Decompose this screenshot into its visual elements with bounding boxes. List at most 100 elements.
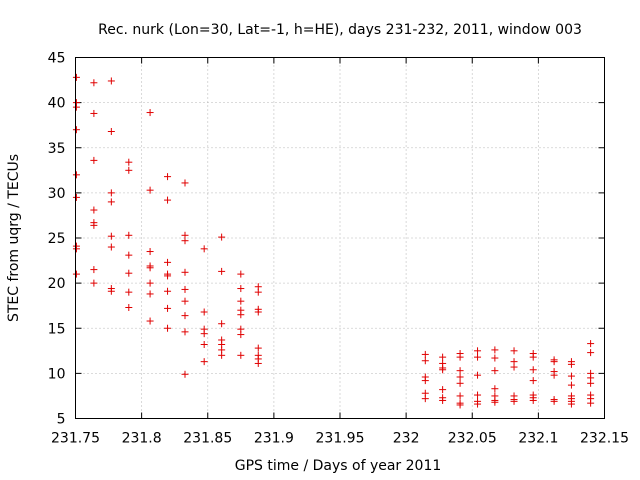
data-point	[237, 270, 245, 278]
data-point	[456, 392, 464, 400]
data-point	[218, 233, 226, 241]
y-axis-label: STEC from uqrg / TECUs	[6, 154, 22, 322]
data-point	[550, 397, 558, 405]
data-point	[456, 373, 464, 381]
data-point	[146, 317, 154, 325]
data-point	[90, 221, 98, 229]
y-tick-label: 30	[48, 186, 66, 202]
data-point	[107, 128, 115, 136]
data-point	[456, 379, 464, 387]
data-point	[529, 396, 537, 404]
data-point	[72, 171, 80, 179]
data-point	[510, 363, 518, 371]
data-point	[125, 166, 133, 174]
data-point	[200, 358, 208, 366]
x-tick-label: 232.1	[518, 431, 558, 447]
data-point	[237, 351, 245, 359]
data-point	[474, 371, 482, 379]
data-point	[218, 320, 226, 328]
data-point	[567, 400, 575, 408]
data-point	[474, 347, 482, 355]
data-point	[550, 371, 558, 379]
data-point	[90, 79, 98, 87]
data-point	[491, 346, 499, 354]
data-point	[181, 312, 189, 320]
data-point	[125, 303, 133, 311]
data-point	[456, 367, 464, 375]
data-point	[587, 399, 595, 407]
data-point	[456, 353, 464, 361]
data-point	[200, 245, 208, 253]
data-point	[491, 367, 499, 375]
data-point	[587, 379, 595, 387]
plot-frame	[75, 57, 605, 419]
data-point	[567, 372, 575, 380]
data-point	[254, 288, 262, 296]
data-point	[164, 258, 172, 266]
data-point	[529, 377, 537, 385]
data-point	[181, 237, 189, 245]
data-point	[164, 304, 172, 312]
x-tick-label: 232.05	[448, 431, 497, 447]
data-point	[491, 398, 499, 406]
data-point	[146, 290, 154, 298]
data-point	[237, 297, 245, 305]
data-point	[181, 297, 189, 305]
data-point	[181, 268, 189, 276]
data-point	[474, 353, 482, 361]
data-point	[237, 311, 245, 319]
data-point	[421, 350, 429, 358]
data-point	[181, 179, 189, 187]
data-point	[125, 288, 133, 296]
data-point	[474, 391, 482, 399]
data-point	[421, 395, 429, 403]
data-point	[181, 328, 189, 336]
data-point	[529, 353, 537, 361]
data-point	[181, 285, 189, 293]
data-point	[254, 308, 262, 316]
data-point	[90, 109, 98, 117]
data-point	[510, 347, 518, 355]
data-point	[200, 330, 208, 338]
data-point	[474, 400, 482, 408]
chart-title: Rec. nurk (Lon=30, Lat=-1, h=HE), days 2…	[98, 22, 582, 38]
data-point	[491, 385, 499, 393]
y-tick-label: 20	[48, 276, 66, 292]
data-point	[550, 358, 558, 366]
data-point	[587, 340, 595, 348]
data-point	[72, 245, 80, 253]
data-point	[237, 331, 245, 339]
data-point	[146, 109, 154, 117]
data-point	[254, 344, 262, 352]
data-point	[107, 232, 115, 240]
data-point	[456, 401, 464, 409]
data-point	[107, 243, 115, 251]
x-tick-label: 231.9	[254, 431, 294, 447]
data-point	[90, 266, 98, 274]
data-point	[439, 353, 447, 361]
y-tick-label: 40	[48, 96, 66, 112]
data-point	[567, 381, 575, 389]
data-point	[439, 386, 447, 394]
data-point	[587, 349, 595, 357]
data-point	[218, 267, 226, 275]
data-point	[90, 206, 98, 214]
data-point	[125, 231, 133, 239]
data-point	[125, 158, 133, 166]
data-point	[237, 285, 245, 293]
grid-lines	[75, 57, 605, 419]
data-point	[164, 324, 172, 332]
y-tick-labels: 5 10 15 20 25 30 35 40 45	[48, 51, 66, 428]
data-point	[107, 189, 115, 197]
y-tick-label: 10	[48, 366, 66, 382]
data-point	[439, 396, 447, 404]
data-point	[72, 270, 80, 278]
data-point	[107, 287, 115, 295]
x-tick-label: 231.8	[122, 431, 162, 447]
data-points	[72, 73, 595, 409]
data-point	[72, 193, 80, 201]
data-point	[125, 269, 133, 277]
data-point	[439, 366, 447, 374]
data-point	[181, 370, 189, 378]
